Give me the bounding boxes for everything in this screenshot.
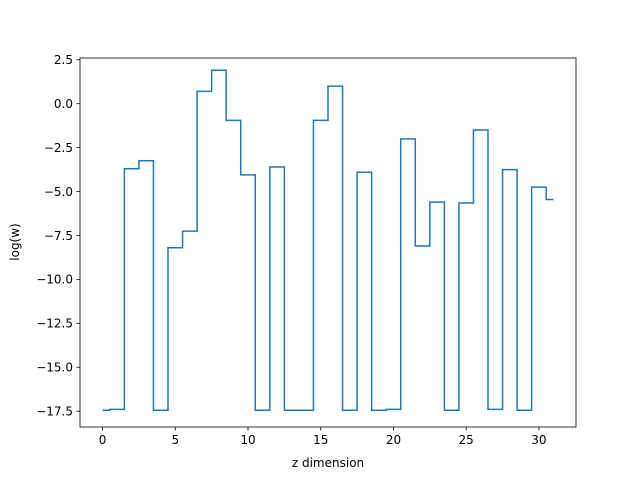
y-tick-label-2: −2.5 <box>44 141 73 155</box>
y-tick-label-4: −7.5 <box>44 229 73 243</box>
y-tick-label-3: −5.0 <box>44 185 73 199</box>
x-tick-label-5: 25 <box>459 433 474 447</box>
x-tick-label-3: 15 <box>313 433 328 447</box>
x-tick-label-6: 30 <box>531 433 546 447</box>
y-tick-label-8: −17.5 <box>36 404 73 418</box>
series-line-0 <box>102 69 554 412</box>
x-axis: 0 5 10 15 20 25 30 <box>99 427 547 447</box>
y-axis: 2.5 0.0 −2.5 −5.0 −7.5 −10.0 −12.5 −15.0 −17.5 <box>36 53 80 418</box>
y-tick-label-5: −10.0 <box>36 273 73 287</box>
y-tick-label-6: −12.5 <box>36 317 73 331</box>
x-tick-label-2: 10 <box>240 433 255 447</box>
x-tick-label-1: 5 <box>171 433 179 447</box>
x-axis-label: z dimension <box>292 456 364 470</box>
y-tick-label-1: 0.0 <box>54 97 73 111</box>
y-tick-label-0: 2.5 <box>54 53 73 67</box>
axes-frame <box>79 57 577 428</box>
y-axis-label: log(w) <box>8 223 22 260</box>
plot-area <box>79 57 577 428</box>
x-tick-label-0: 0 <box>99 433 107 447</box>
y-tick-label-7: −15.0 <box>36 361 73 375</box>
x-tick-label-4: 20 <box>386 433 401 447</box>
